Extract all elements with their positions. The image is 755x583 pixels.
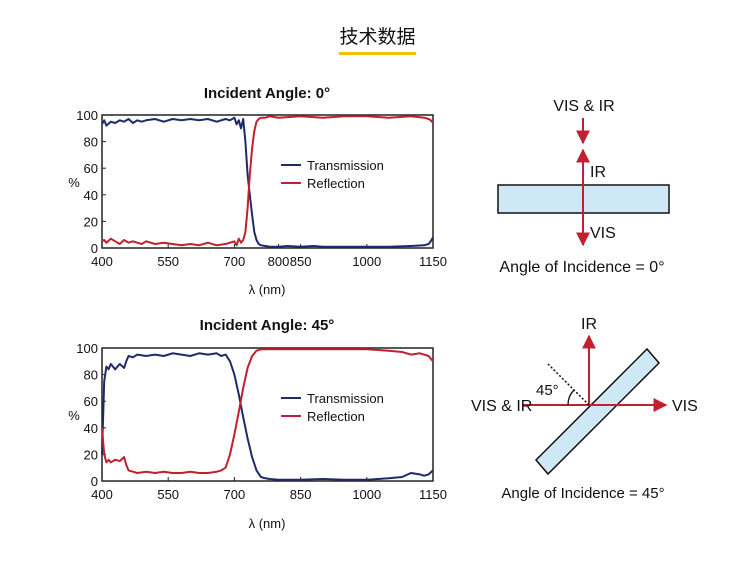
reflection-line <box>101 348 434 474</box>
chart-title: Incident Angle: 0° <box>204 85 330 102</box>
legend: Transmission Reflection <box>281 391 384 424</box>
chart-incident-45: Incident Angle: 45° 0 20 40 60 80 100 400 550 7… <box>68 317 447 531</box>
legend-label-transmission: Transmission <box>307 391 384 406</box>
x-tick-label: 550 <box>157 254 179 269</box>
x-tick-label: 550 <box>157 487 179 502</box>
series-group <box>101 348 434 481</box>
x-tick-labels: 400 550 700 850 1000 1150 <box>91 477 447 502</box>
chart-incident-0: Incident Angle: 0° 0 20 40 60 80 100 400 550 70… <box>68 85 447 297</box>
x-tick-label: 1150 <box>419 254 447 269</box>
legend-label-reflection: Reflection <box>307 176 365 191</box>
y-tick-label: 20 <box>84 447 98 462</box>
x-tick-label: 1000 <box>352 254 381 269</box>
page-title: 技术数据 <box>339 22 416 55</box>
y-tick-label: 40 <box>84 421 98 436</box>
angle-label: 45° <box>536 382 559 399</box>
x-tick-label: 800 <box>268 254 290 269</box>
x-tick-label: 850 <box>290 254 312 269</box>
y-tick-label: 100 <box>76 341 98 356</box>
legend: Transmission Reflection <box>281 158 384 191</box>
reflected-label: IR <box>590 164 606 181</box>
x-tick-label: 400 <box>91 487 113 502</box>
diagram-caption: Angle of Incidence = 45° <box>501 485 664 502</box>
x-tick-label: 400 <box>91 254 113 269</box>
x-tick-label: 850 <box>290 487 312 502</box>
filter-glass-tilted <box>534 347 661 476</box>
x-axis-label: λ (nm) <box>249 516 286 531</box>
diagram-input-label: VIS & IR <box>471 398 532 415</box>
normal-line <box>547 363 590 406</box>
legend-label-transmission: Transmission <box>307 158 384 173</box>
diagram-incidence-45: 45° IR VIS & IR VIS Angle of Incidence =… <box>471 316 698 502</box>
y-tick-label: 40 <box>84 188 98 203</box>
x-tick-label: 700 <box>224 254 246 269</box>
y-tick-label: 20 <box>84 214 98 229</box>
transmission-line <box>101 116 434 248</box>
series-group <box>101 115 434 248</box>
x-axis-label: λ (nm) <box>249 282 286 297</box>
transmitted-label: VIS <box>672 398 698 415</box>
legend-label-reflection: Reflection <box>307 409 365 424</box>
y-axis-label: % <box>68 175 80 190</box>
plot-frame <box>101 114 434 249</box>
y-tick-label: 60 <box>84 394 98 409</box>
transmitted-label: VIS <box>590 225 616 242</box>
transmission-line <box>101 352 434 481</box>
y-axis-label: % <box>68 408 80 423</box>
angle-arc <box>567 389 575 406</box>
y-tick-label: 0 <box>91 241 98 256</box>
diagram-input-label: VIS & IR <box>553 98 614 115</box>
x-tick-label: 700 <box>224 487 246 502</box>
x-tick-label: 1150 <box>419 487 447 502</box>
reflected-label: IR <box>581 316 597 333</box>
y-tick-label: 100 <box>76 108 98 123</box>
y-tick-label: 60 <box>84 161 98 176</box>
diagram-incidence-0: VIS & IR IR VIS Angle of Incidence = 0° <box>497 98 670 276</box>
x-tick-labels: 400 550 700 850 1000 1150 800 <box>91 244 447 269</box>
diagram-caption: Angle of Incidence = 0° <box>499 259 664 276</box>
y-tick-label: 0 <box>91 474 98 489</box>
plot-frame <box>101 347 434 482</box>
chart-title: Incident Angle: 45° <box>200 317 335 334</box>
y-tick-labels: 0 20 40 60 80 100 <box>76 108 106 256</box>
y-tick-label: 80 <box>84 368 98 383</box>
reflection-line <box>101 115 434 247</box>
x-tick-label: 1000 <box>352 487 381 502</box>
y-tick-label: 80 <box>84 135 98 150</box>
page-header: 技术数据 <box>0 22 755 55</box>
